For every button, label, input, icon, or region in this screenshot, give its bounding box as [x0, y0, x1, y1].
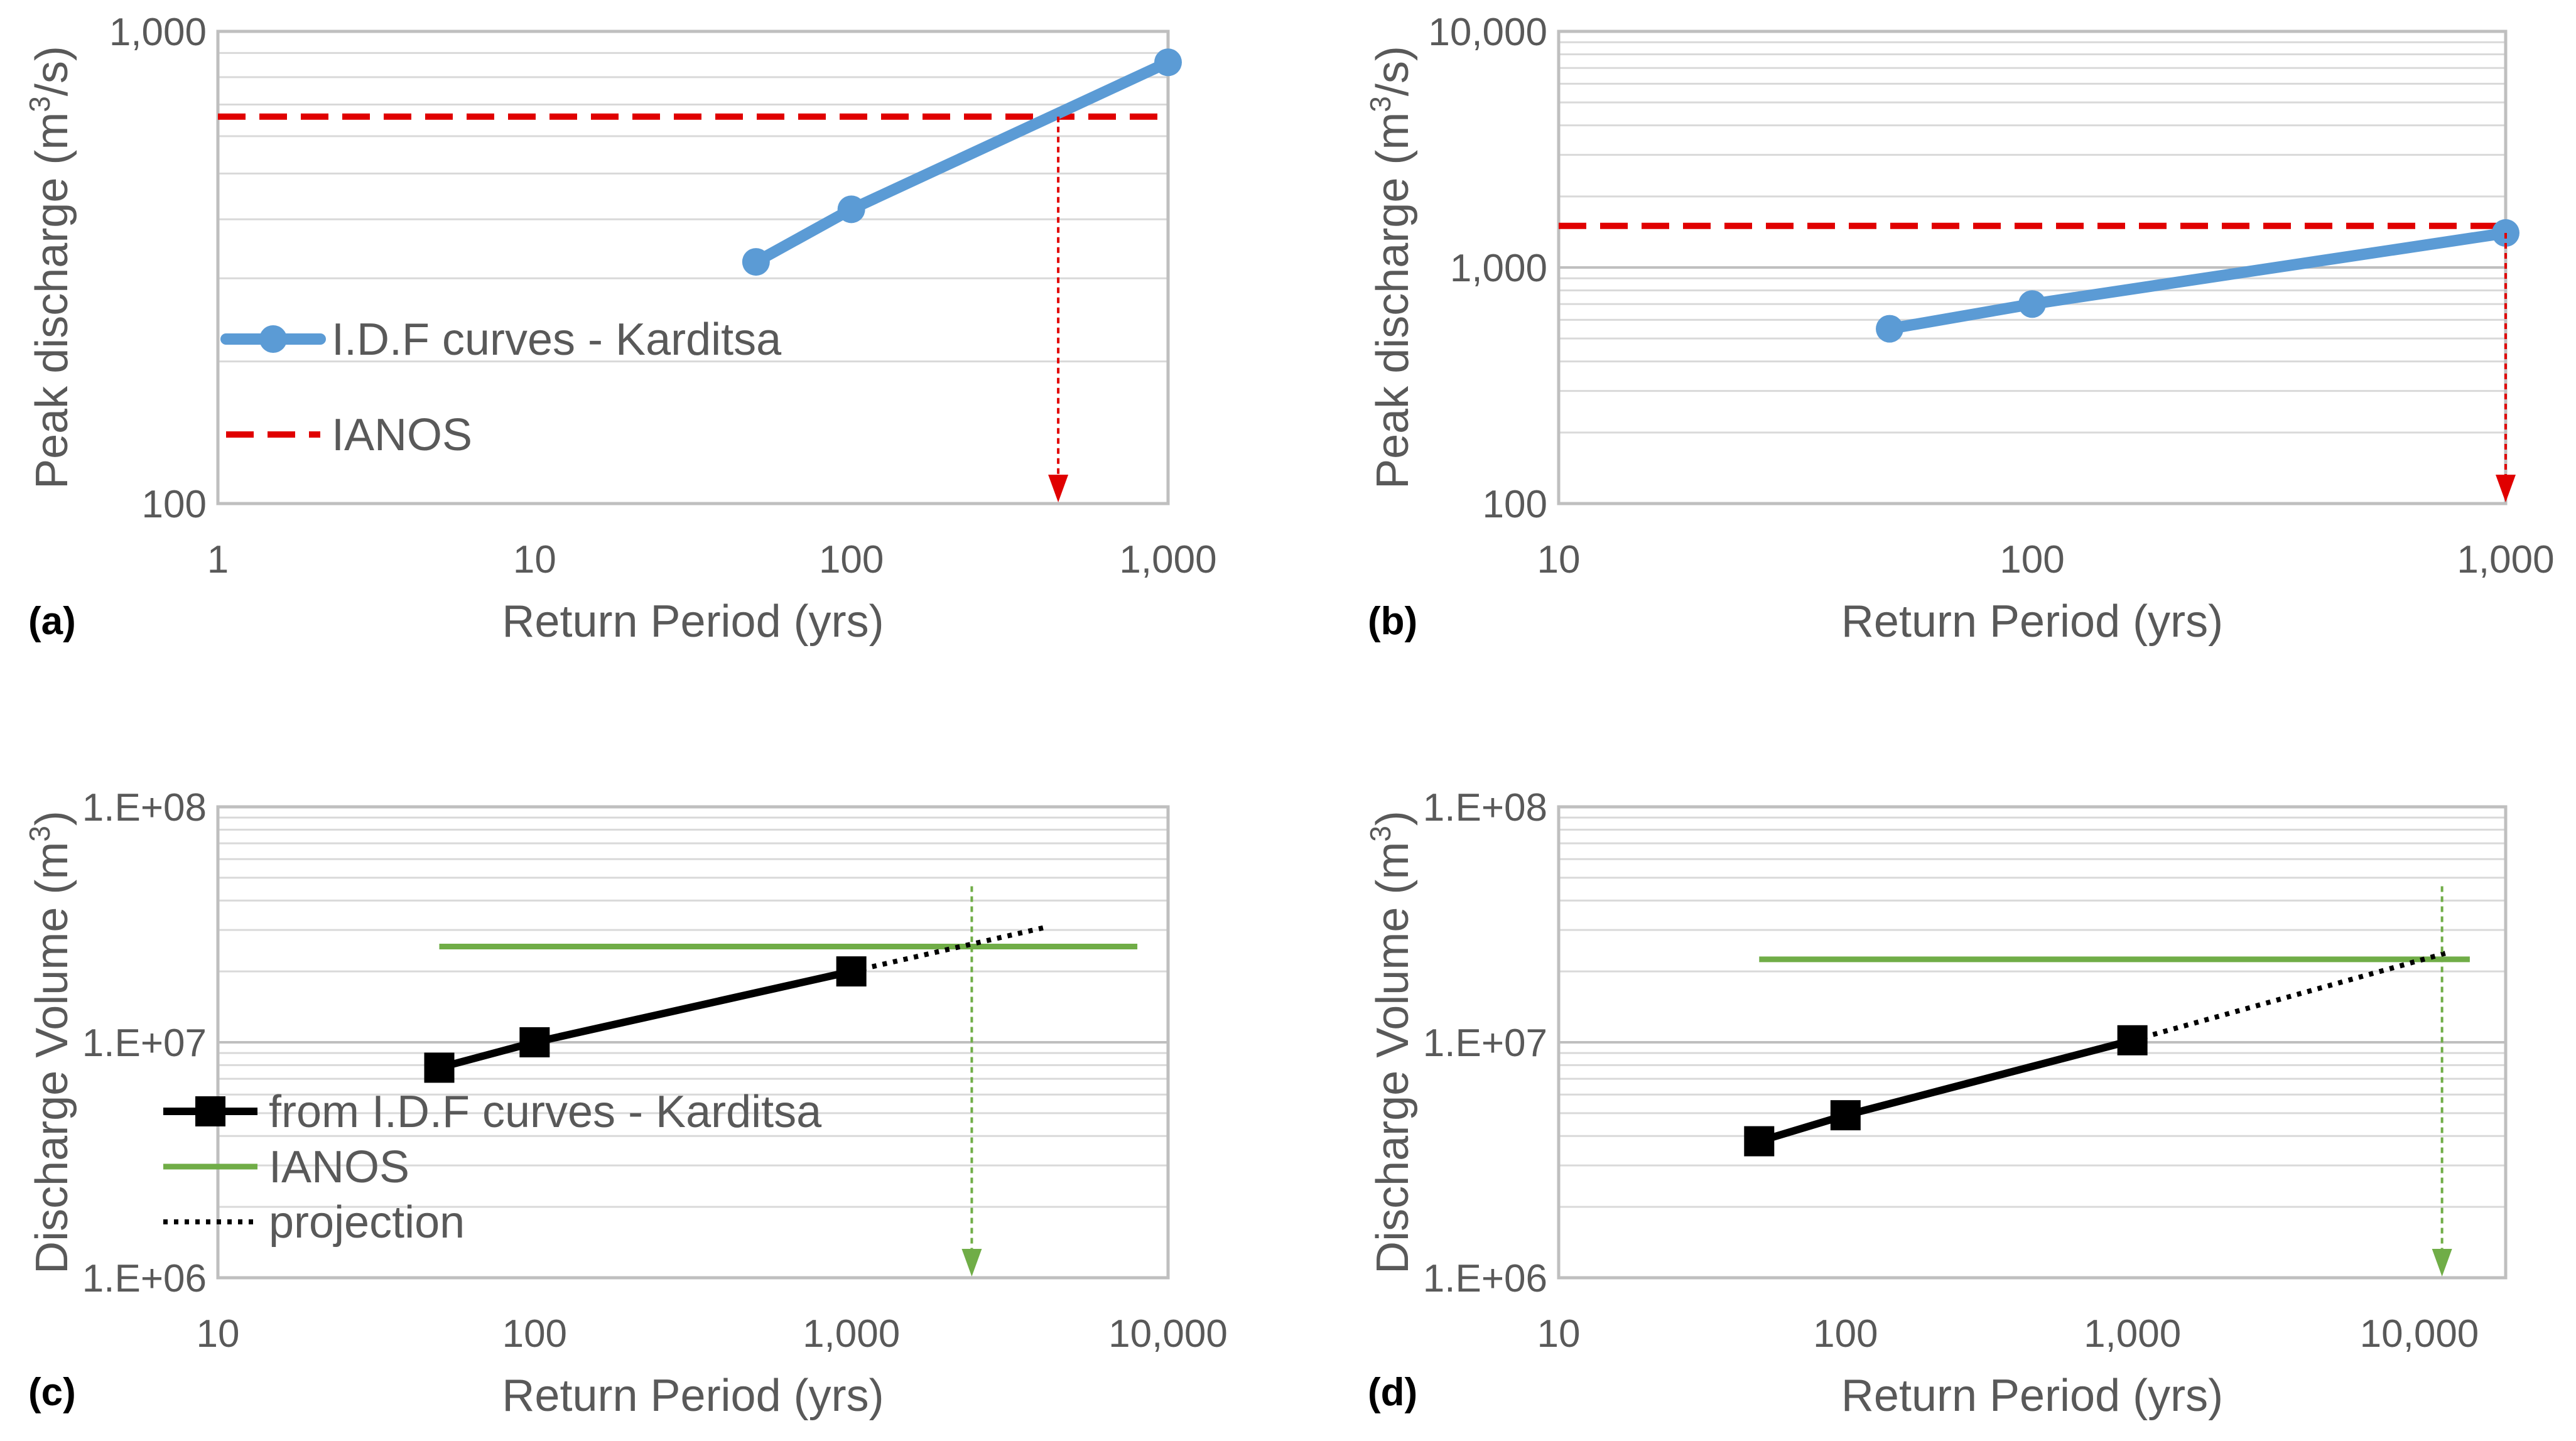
- threshold-arrow-head-icon: [2432, 1249, 2452, 1276]
- series-line-from-i-d-f-curves-karditsa: [1758, 1036, 2134, 1145]
- x-tick-label: 10,000: [1108, 1312, 1228, 1356]
- plot-area-border: [1557, 805, 2508, 1280]
- panel-label: (d): [1368, 1371, 1417, 1414]
- series-line-projection: [2131, 950, 2448, 1043]
- panel-label: (b): [1368, 600, 1417, 643]
- x-tick-label: 10: [1537, 1312, 1581, 1356]
- y-axis-title-superscript: 3: [1364, 96, 1397, 112]
- legend-marker: [259, 325, 287, 353]
- legend-entry: from I.D.F curves - Karditsa: [269, 1087, 822, 1137]
- x-axis-title: Return Period (yrs): [1841, 596, 2223, 647]
- y-axis-title: Peak discharge (m3/s): [1364, 46, 1418, 489]
- y-axis-title-tail: ): [1368, 811, 1418, 826]
- y-axis-title-main: Discharge Volume (m: [1368, 842, 1418, 1274]
- x-tick-label: 10: [1537, 538, 1581, 581]
- y-axis-title-tail: ): [27, 811, 77, 826]
- data-point-marker: [1744, 1126, 1775, 1157]
- data-point-marker: [519, 1027, 550, 1057]
- y-axis-title: Peak discharge (m3/s): [23, 46, 77, 489]
- y-axis-title-tail: /s): [1368, 46, 1418, 96]
- threshold-arrow-head-icon: [961, 1249, 982, 1276]
- x-tick-label: 1,000: [2084, 1312, 2181, 1356]
- legend-marker: [195, 1096, 225, 1126]
- x-tick-label: 1: [207, 538, 229, 581]
- y-tick-label: 1,000: [109, 11, 207, 54]
- x-axis-title: Return Period (yrs): [502, 1371, 884, 1421]
- y-tick-label: 1.E+06: [82, 1257, 207, 1300]
- y-axis-title-superscript: 3: [1364, 826, 1397, 842]
- chart-panel-d: 10 100 1,000 10,000 1.E+06 1.E+07 1.E+08 Return…: [1364, 786, 2508, 1421]
- y-tick-label: 1.E+07: [82, 1022, 207, 1065]
- x-axis-title: Return Period (yrs): [1841, 1371, 2223, 1421]
- y-axis-title-main: Discharge Volume (m: [27, 842, 77, 1274]
- threshold-arrow-head-icon: [1048, 475, 1069, 502]
- threshold-arrow-head-icon: [2496, 475, 2516, 502]
- legend-entry: IANOS: [269, 1142, 409, 1192]
- series-line-projection: [850, 924, 1049, 974]
- x-tick-label: 100: [819, 538, 884, 581]
- series-line-i-d-f-curves-karditsa: [1884, 227, 2511, 335]
- y-axis-title-main: Peak discharge (m: [1368, 112, 1418, 489]
- y-axis-title-main: Peak discharge (m: [27, 112, 77, 489]
- data-point-marker: [2117, 1025, 2148, 1055]
- x-tick-label: 100: [2000, 538, 2064, 581]
- x-tick-label: 1,000: [1119, 538, 1216, 581]
- y-axis-title-superscript: 3: [23, 826, 56, 842]
- x-tick-label: 10,000: [2360, 1312, 2479, 1356]
- x-tick-label: 1,000: [2457, 538, 2554, 581]
- legend-entry: I.D.F curves - Karditsa: [332, 315, 782, 365]
- data-point-marker: [836, 956, 867, 987]
- plot-area-border: [216, 30, 1170, 505]
- legend-entry: projection: [269, 1197, 465, 1248]
- data-point-marker: [837, 195, 865, 224]
- panel-label: (a): [28, 600, 76, 643]
- x-tick-label: 100: [502, 1312, 567, 1356]
- y-tick-label: 1.E+07: [1423, 1022, 1547, 1065]
- x-tick-label: 10: [513, 538, 556, 581]
- data-point-marker: [2018, 290, 2046, 318]
- panel-label: (c): [28, 1371, 76, 1414]
- legend-entry: IANOS: [332, 410, 472, 460]
- data-point-marker: [742, 248, 770, 276]
- chart-panel-c: 10 100 1,000 10,000 1.E+06 1.E+07 1.E+08 Return…: [23, 786, 1228, 1421]
- y-tick-label: 1.E+08: [82, 786, 207, 829]
- y-tick-label: 100: [142, 483, 207, 526]
- series-line-i-d-f-curves-karditsa: [750, 57, 1174, 268]
- x-tick-label: 100: [1813, 1312, 1878, 1356]
- y-tick-label: 1,000: [1450, 247, 1547, 290]
- chart-panel-a: 1 10 100 1,000 100 1,000 Return Period (yrs) Pe…: [23, 11, 1217, 647]
- chart-panel-b: 10 100 1,000 100 1,000 10,000 Return Period (y…: [1364, 11, 2555, 647]
- data-point-marker: [1830, 1100, 1861, 1131]
- y-tick-label: 1.E+06: [1423, 1257, 1547, 1300]
- y-axis-title-superscript: 3: [23, 96, 56, 112]
- y-axis-title: Discharge Volume (m3): [23, 811, 77, 1274]
- data-point-marker: [1876, 315, 1904, 343]
- x-axis-title: Return Period (yrs): [502, 596, 884, 647]
- x-tick-label: 10: [197, 1312, 240, 1356]
- data-point-marker: [424, 1052, 455, 1083]
- x-tick-label: 1,000: [803, 1312, 900, 1356]
- y-tick-label: 100: [1483, 483, 1547, 526]
- y-axis-title-tail: /s): [27, 46, 77, 96]
- data-point-marker: [1154, 48, 1182, 77]
- y-tick-label: 1.E+08: [1423, 786, 1547, 829]
- plot-area-border: [216, 805, 1170, 1280]
- y-tick-label: 10,000: [1428, 11, 1547, 54]
- y-axis-title: Discharge Volume (m3): [1364, 811, 1418, 1274]
